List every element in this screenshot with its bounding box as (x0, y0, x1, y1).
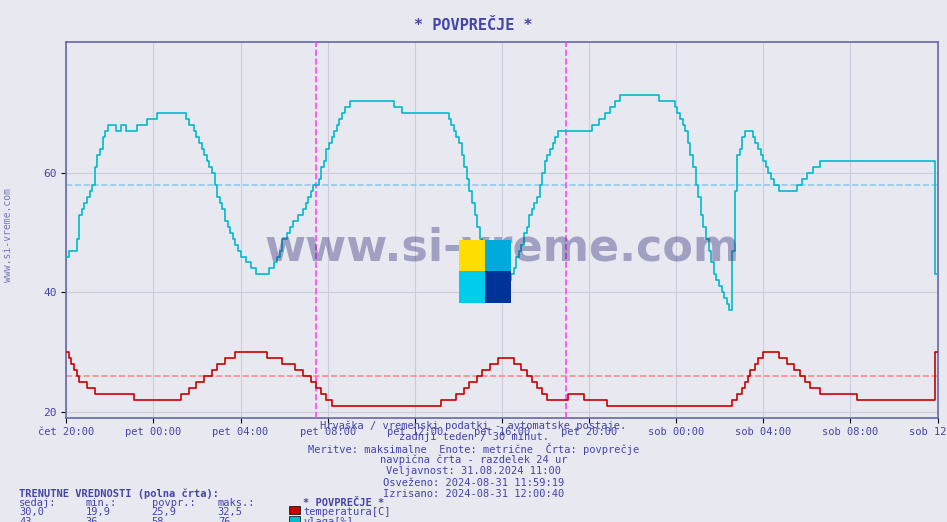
Text: zadnji teden / 30 minut.: zadnji teden / 30 minut. (399, 432, 548, 442)
Text: 32,5: 32,5 (218, 507, 242, 517)
Text: * POVPREČJE *: * POVPREČJE * (414, 18, 533, 33)
Text: Veljavnost: 31.08.2024 11:00: Veljavnost: 31.08.2024 11:00 (386, 466, 561, 476)
Text: 58: 58 (152, 517, 164, 522)
Text: www.si-vreme.com: www.si-vreme.com (264, 227, 740, 270)
Text: maks.:: maks.: (218, 498, 256, 508)
Text: 76: 76 (218, 517, 230, 522)
Bar (459, 240, 486, 271)
Text: * POVPREČJE *: * POVPREČJE * (303, 498, 384, 508)
Text: Hrvaška / vremenski podatki - avtomatske postaje.: Hrvaška / vremenski podatki - avtomatske… (320, 420, 627, 431)
Text: povpr.:: povpr.: (152, 498, 195, 508)
Text: 25,9: 25,9 (152, 507, 176, 517)
Bar (486, 271, 511, 303)
Text: www.si-vreme.com: www.si-vreme.com (3, 188, 12, 282)
Text: temperatura[C]: temperatura[C] (303, 507, 390, 517)
Text: 36: 36 (85, 517, 98, 522)
Text: Izrisano: 2024-08-31 12:00:40: Izrisano: 2024-08-31 12:00:40 (383, 489, 564, 499)
Text: 30,0: 30,0 (19, 507, 44, 517)
Text: navpična črta - razdelek 24 ur: navpična črta - razdelek 24 ur (380, 455, 567, 465)
Text: Meritve: maksimalne  Enote: metrične  Črta: povprečje: Meritve: maksimalne Enote: metrične Črta… (308, 443, 639, 455)
Text: sedaj:: sedaj: (19, 498, 57, 508)
Bar (486, 240, 511, 271)
Text: TRENUTNE VREDNOSTI (polna črta):: TRENUTNE VREDNOSTI (polna črta): (19, 488, 219, 499)
Text: vlaga[%]: vlaga[%] (303, 517, 353, 522)
Text: Osveženo: 2024-08-31 11:59:19: Osveženo: 2024-08-31 11:59:19 (383, 478, 564, 488)
Text: 19,9: 19,9 (85, 507, 110, 517)
Bar (459, 271, 486, 303)
Text: min.:: min.: (85, 498, 116, 508)
Text: 43: 43 (19, 517, 31, 522)
